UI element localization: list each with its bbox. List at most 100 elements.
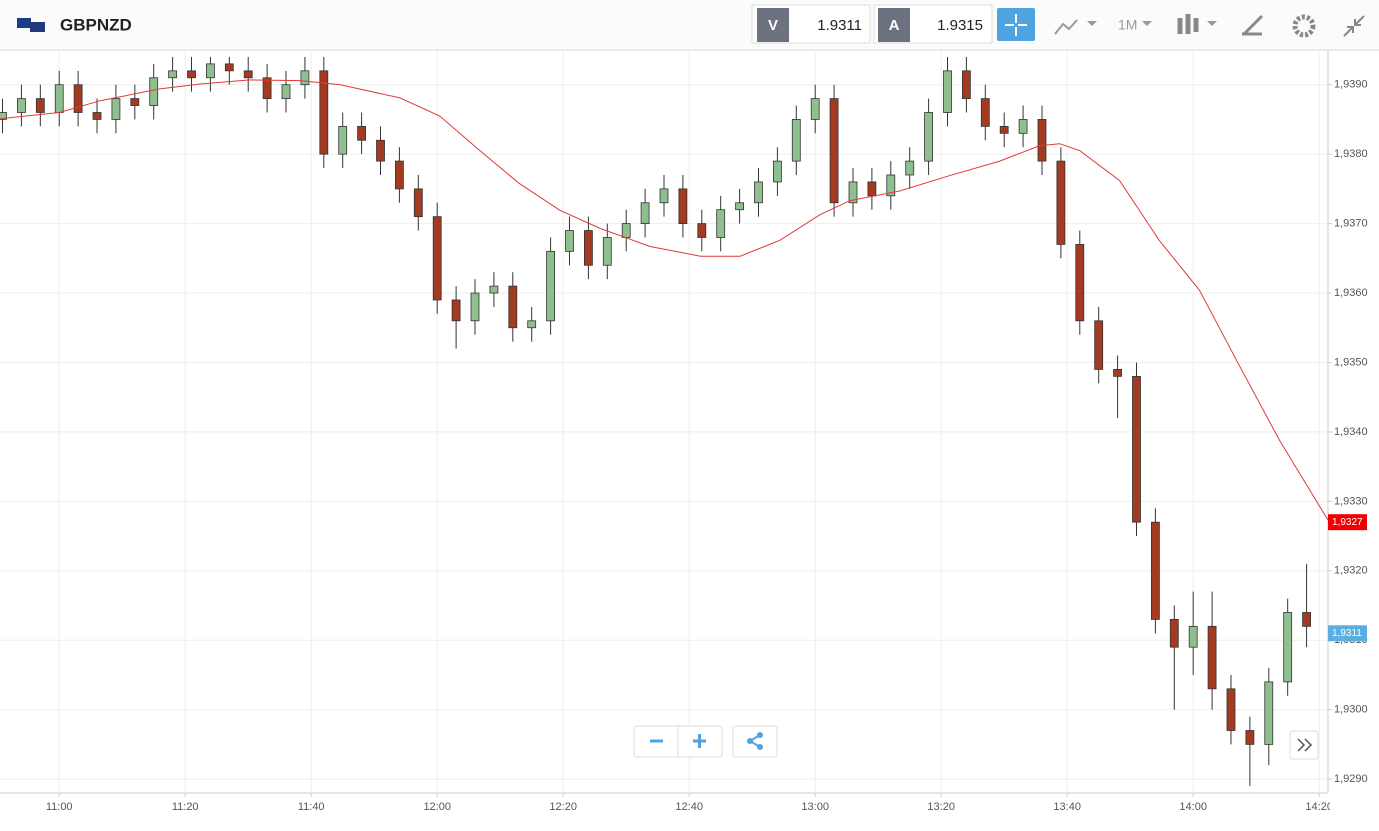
settings-icon[interactable] [1292,14,1316,38]
share-dot [757,744,763,750]
plot-area [0,56,1328,787]
candle-body [243,70,253,79]
candle-body [1056,160,1066,245]
candle-body [338,125,348,155]
candle-body [848,181,858,204]
candle-body [1132,375,1141,523]
dropdown-arrow [1087,21,1097,26]
candle-body [772,160,782,183]
candle-body [281,84,291,100]
header-bar [0,0,1379,50]
candle-body [1113,369,1122,377]
x-tick-label: 11:40 [298,801,325,813]
candle-body [262,77,272,100]
candle-body [1226,688,1236,731]
symbol: GBPNZD [60,15,132,34]
x-tick-label: 11:00 [46,801,73,813]
share-dot [757,732,763,738]
y-tick-label: 1,9380 [1334,148,1368,160]
candle-body [319,70,329,155]
y-tick-label: 1,9300 [1334,704,1368,716]
y-tick-label: 1,9340 [1334,426,1368,438]
indicator-icon[interactable] [1177,14,1199,34]
candle-body [0,112,7,120]
x-tick-label: 12:00 [423,801,451,813]
candle-body [943,70,952,113]
x-tick-label: 13:20 [927,801,955,813]
candle-body [527,320,537,329]
candle-body [413,188,423,218]
candle-body [73,84,83,113]
draw-icon[interactable] [1242,14,1264,36]
candle-body [470,292,480,322]
x-tick-label: 14:00 [1179,801,1207,813]
candle-body [111,98,121,120]
chart-type-icon[interactable] [1054,19,1078,35]
x-tick-label: 13:40 [1053,801,1081,813]
candle-body [602,237,612,266]
candle-body [678,188,688,224]
zoom-in[interactable] [693,734,706,748]
candle-body [999,125,1009,134]
candle-body [829,98,839,204]
candle-body [1207,625,1217,690]
sell-label: V [768,17,778,34]
candle-body [1283,612,1293,683]
candle-body [35,98,45,113]
candle-body [640,202,650,224]
candle-body [168,70,178,79]
candle-body [1245,730,1255,745]
y-tick-label: 1,9390 [1334,79,1368,91]
y-tick-label: 1,9320 [1334,565,1368,577]
candle-body [1302,612,1311,627]
price-tag-label: 1,9311 [1332,628,1362,639]
candle-body [867,181,877,197]
candle-body [546,250,556,322]
candle-body [1075,244,1085,322]
candle-body [1094,320,1104,370]
y-tick-label: 1,9350 [1334,356,1368,368]
y-tick-label: 1,9330 [1334,495,1368,507]
share-box[interactable] [732,725,778,758]
header: GBPNZD V 1.9311 A 1.9315 1M [0,0,1379,51]
candle-body [961,70,971,100]
candle-body [716,209,726,238]
candle-body [584,230,593,266]
grid [0,50,1328,793]
candle-body [206,63,215,79]
candle-body [149,77,159,106]
candle-body [187,70,196,79]
y-tick-label: 1,9370 [1334,218,1368,230]
candle-body [17,98,26,113]
flag-gb [17,18,31,28]
candle-body [735,202,744,211]
candle-body [489,285,499,294]
candle-body [376,139,385,162]
price-tag [1328,514,1367,531]
candle-body [1188,625,1198,648]
candle-body [924,112,933,162]
collapse-icon[interactable] [1343,15,1365,37]
buy-label-box [878,8,910,42]
x-tick-label: 12:40 [675,801,703,813]
sell-label-box [757,8,789,42]
y-tick-label: 1,9360 [1334,287,1368,299]
candle-body [621,223,631,238]
scroll-end-icon [1297,738,1313,752]
x-tick-label: 13:00 [801,801,829,813]
share-dot [747,738,753,744]
candle-body [1150,521,1160,620]
candle-body [357,125,367,141]
crosshair-button[interactable] [997,8,1035,41]
candle-body [886,174,896,197]
dropdown-arrow [1207,21,1217,26]
timeframe[interactable]: 1M [1118,17,1137,33]
x-tick-label: 14:20 [1305,801,1333,813]
y-axis: 1,92901,93001,93101,93201,93301,93401,93… [1328,79,1368,785]
candle-body [130,98,140,106]
price-tag-label: 1,9327 [1332,517,1363,528]
candle-body [697,223,707,238]
candle-body [508,285,518,329]
